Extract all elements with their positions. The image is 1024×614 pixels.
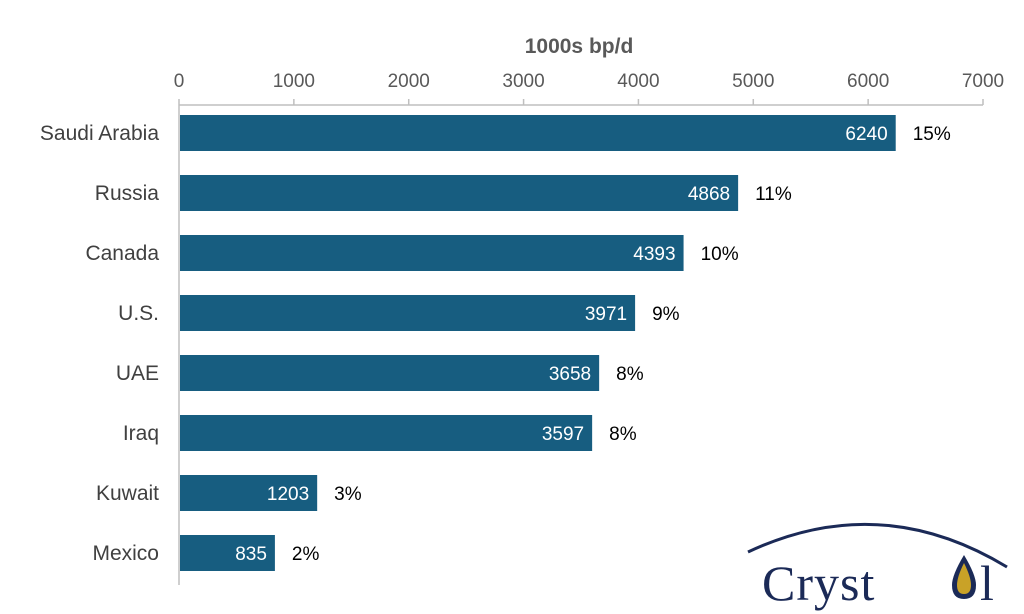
bar [180, 535, 275, 571]
bar-value-label: 3971 [585, 304, 627, 325]
logo-swoosh [747, 522, 1008, 569]
share-percent-label: 8% [616, 364, 644, 385]
bar [180, 115, 896, 151]
x-tick-label: 3000 [502, 71, 544, 92]
bar [180, 355, 600, 391]
category-label: UAE [116, 362, 159, 385]
x-axis-ticks: 0 1000 2000 3000 4000 5000 6000 7000 [174, 71, 1004, 105]
category-label: Iraq [123, 422, 159, 445]
bar-value-label: 4393 [633, 244, 675, 265]
share-percent-label: 11% [755, 184, 792, 205]
category-label: Kuwait [96, 482, 159, 505]
bar-value-label: 835 [235, 544, 267, 565]
bar-value-label: 4868 [688, 184, 730, 205]
x-tick-label: 7000 [962, 71, 1004, 92]
x-tick-label: 0 [174, 71, 185, 92]
share-percent-label: 3% [334, 484, 362, 505]
bar-value-label: 1203 [267, 484, 309, 505]
bar [180, 295, 636, 331]
category-label: Mexico [92, 542, 159, 565]
share-percent-label: 8% [609, 424, 637, 445]
category-label: Russia [95, 182, 160, 205]
oil-drop-icon [952, 555, 976, 599]
bar [180, 415, 593, 451]
x-tick-label: 6000 [847, 71, 889, 92]
x-tick-label: 4000 [617, 71, 659, 92]
bar-value-label: 3597 [542, 424, 584, 445]
share-percent-label: 9% [652, 304, 680, 325]
bar-value-label: 3658 [549, 364, 591, 385]
crystol-logo: Cryst l [747, 522, 1008, 611]
bar-value-label: 6240 [845, 124, 887, 145]
share-percent-label: 15% [913, 124, 951, 145]
bar [180, 175, 739, 211]
category-label: Canada [85, 242, 159, 265]
share-percent-label: 10% [701, 244, 739, 265]
category-label: Saudi Arabia [40, 122, 159, 145]
bar [180, 475, 318, 511]
x-tick-label: 2000 [388, 71, 430, 92]
share-percent-label: 2% [292, 544, 320, 565]
logo-text-right: l [980, 555, 995, 611]
x-tick-label: 5000 [732, 71, 774, 92]
logo-text-left: Cryst [762, 555, 875, 611]
category-label: U.S. [118, 302, 159, 325]
x-tick-label: 1000 [273, 71, 315, 92]
bar-series: Saudi Arabia 6240 15% Russia 4868 11% Canada 43… [40, 115, 951, 571]
x-axis-title: 1000s bp/d [525, 35, 634, 58]
bar [180, 235, 684, 271]
